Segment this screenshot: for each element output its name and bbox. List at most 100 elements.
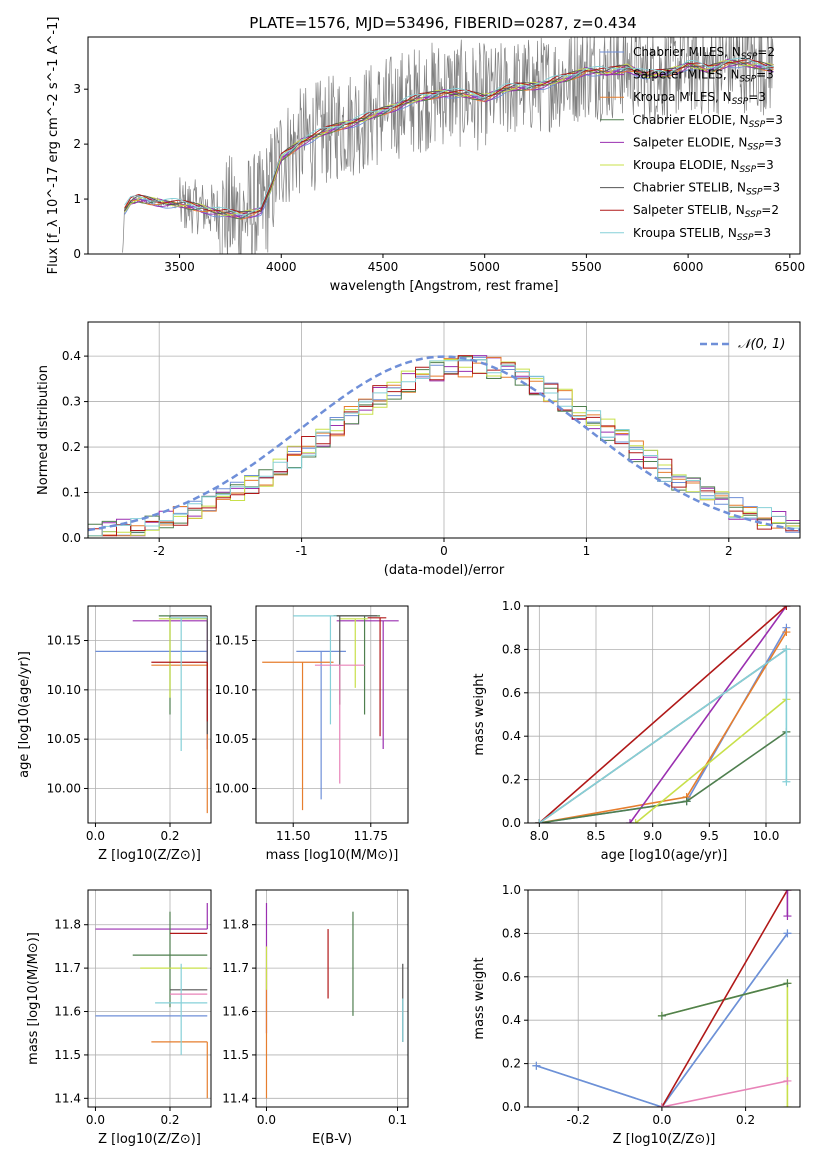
x-tick-label: 9.5	[700, 829, 719, 843]
x-axis-label: wavelength [Angstrom, rest frame]	[330, 279, 559, 294]
x-tick-label: 1	[583, 544, 591, 558]
y-tick-label: 10.00	[47, 781, 81, 795]
y-tick-label: 0.4	[502, 1013, 521, 1027]
plot-area	[265, 903, 404, 1099]
model-line-8	[124, 57, 774, 216]
y-tick-label: 11.4	[222, 1091, 249, 1105]
y-axis-label: age [log10(age/yr)]	[17, 651, 32, 778]
y-tick-label: 10.15	[47, 634, 81, 648]
plot-area	[95, 615, 208, 814]
x-tick-label: 8.0	[530, 829, 549, 843]
point-marker	[626, 819, 634, 823]
y-axis-label: mass weight	[472, 957, 487, 1039]
y-tick-label: 10.10	[47, 683, 81, 697]
plot-area	[532, 890, 792, 1107]
axes-frame	[87, 36, 801, 255]
y-tick-label: 0.2	[502, 1057, 521, 1071]
x-tick-label: 0.0	[86, 1113, 105, 1127]
y-tick-label: 11.6	[54, 1005, 81, 1019]
legend-label: Salpeter MILES, NSSP=3	[633, 68, 774, 85]
y-tick-label: 11.5	[54, 1048, 81, 1062]
y-tick-label: 0.0	[502, 1100, 521, 1114]
point-marker	[782, 606, 791, 610]
x-tick-label: 10.0	[753, 829, 780, 843]
y-tick-label: 0.0	[62, 531, 81, 545]
y-tick-label: 1.0	[502, 883, 521, 897]
observed-spectrum	[122, 37, 774, 254]
x-tick-label: 6500	[775, 260, 806, 274]
histogram-step-4	[88, 359, 800, 537]
point-marker	[682, 797, 691, 806]
y-tick-label: 11.7	[222, 961, 249, 975]
point-marker	[782, 628, 791, 637]
age-vs-z-panel: 0.0 0.2 10.00 10.05 10.10 10.15 Z [log10(Z/Z⊙)…	[17, 605, 212, 863]
histogram-step-6	[88, 359, 800, 537]
point-marker	[783, 929, 792, 938]
model-line-7	[124, 59, 774, 214]
y-tick-label: 0.6	[502, 686, 521, 700]
y-axis-label: mass weight	[472, 673, 487, 755]
plot-area	[535, 606, 791, 823]
point-marker	[783, 890, 792, 894]
x-tick-label: 8.5	[586, 829, 605, 843]
x-axis-label: mass [log10(M/M⊙)]	[266, 848, 399, 863]
x-tick-label: 5500	[571, 260, 602, 274]
legend-label: Kroupa ELODIE, NSSP=3	[633, 158, 774, 175]
axes-frame	[527, 889, 801, 1108]
y-axis-label: mass [log10(M/M⊙)]	[26, 932, 41, 1065]
y-tick-label: 10.05	[47, 732, 81, 746]
x-tick-label: 4500	[368, 260, 399, 274]
axes-frame	[527, 605, 801, 824]
y-tick-label: 0.8	[502, 642, 521, 656]
x-tick-label: 0.2	[160, 829, 179, 843]
mass-weight-line-4	[661, 890, 789, 1107]
x-tick-label: -0.2	[567, 1113, 590, 1127]
x-tick-label: 0.0	[86, 829, 105, 843]
point-marker	[782, 777, 791, 786]
y-tick-label: 10.00	[215, 781, 249, 795]
axes-frame	[87, 889, 212, 1108]
y-tick-label: 11.5	[222, 1048, 249, 1062]
x-axis-label: (data-model)/error	[384, 563, 505, 578]
y-tick-label: 0.3	[62, 395, 81, 409]
y-tick-label: 10.10	[215, 683, 249, 697]
axes-frame	[87, 605, 212, 824]
y-tick-label: 0.6	[502, 970, 521, 984]
mass-weight-line-1	[536, 932, 789, 1107]
x-tick-label: 0.0	[257, 1113, 276, 1127]
y-tick-label: 0	[73, 247, 81, 261]
mass-weight-line-4	[635, 698, 787, 823]
x-tick-label: 11.50	[276, 829, 310, 843]
y-tick-label: 10.05	[215, 732, 249, 746]
y-tick-label: 0.1	[62, 486, 81, 500]
y-tick-label: 0.4	[62, 349, 81, 363]
x-tick-label: 2	[725, 544, 733, 558]
legend-label: Kroupa MILES, NSSP=3	[633, 90, 766, 107]
legend-label: Chabrier ELODIE, NSSP=3	[633, 113, 783, 130]
plot-area	[122, 37, 774, 254]
massweight-vs-age-panel: 8.0 8.5 9.0 9.5 10.0 0.0 0.2 0.4 0.6 0.8 1.0 age [l…	[472, 599, 801, 863]
y-tick-label: 3	[73, 82, 81, 96]
mass-vs-z-panel: 0.0 0.2 11.4 11.5 11.6 11.7 11.8 Z [log10(Z/Z⊙)…	[26, 889, 212, 1147]
histogram-step-2	[88, 356, 800, 537]
x-axis-label: E(B-V)	[312, 1132, 352, 1147]
x-tick-label: 11.75	[354, 829, 388, 843]
axes-frame	[255, 605, 409, 824]
point-marker	[783, 1076, 792, 1085]
y-tick-label: 11.8	[222, 918, 249, 932]
figure-title: PLATE=1576, MJD=53496, FIBERID=0287, z=0…	[249, 14, 636, 32]
x-tick-label: 0.2	[160, 1113, 179, 1127]
x-tick-label: 0.0	[652, 1113, 671, 1127]
gaussian-curve	[88, 355, 800, 532]
y-tick-label: 11.4	[54, 1091, 81, 1105]
legend-label: Salpeter ELODIE, NSSP=3	[633, 135, 782, 152]
legend-label: Chabrier STELIB, NSSP=3	[633, 181, 780, 198]
point-marker	[783, 979, 792, 988]
age-vs-mass-panel: 11.50 11.75 10.00 10.05 10.10 10.15 mass [log1…	[215, 605, 409, 863]
x-axis-label: age [log10(age/yr)]	[601, 848, 728, 863]
x-tick-label: -1	[296, 544, 308, 558]
y-tick-label: 0.8	[502, 926, 521, 940]
point-marker	[657, 1011, 666, 1020]
y-tick-label: 0.0	[502, 816, 521, 830]
y-axis-label: Flux [f_λ 10^-17 erg cm^-2 s^-1 A^-1]	[46, 17, 61, 275]
